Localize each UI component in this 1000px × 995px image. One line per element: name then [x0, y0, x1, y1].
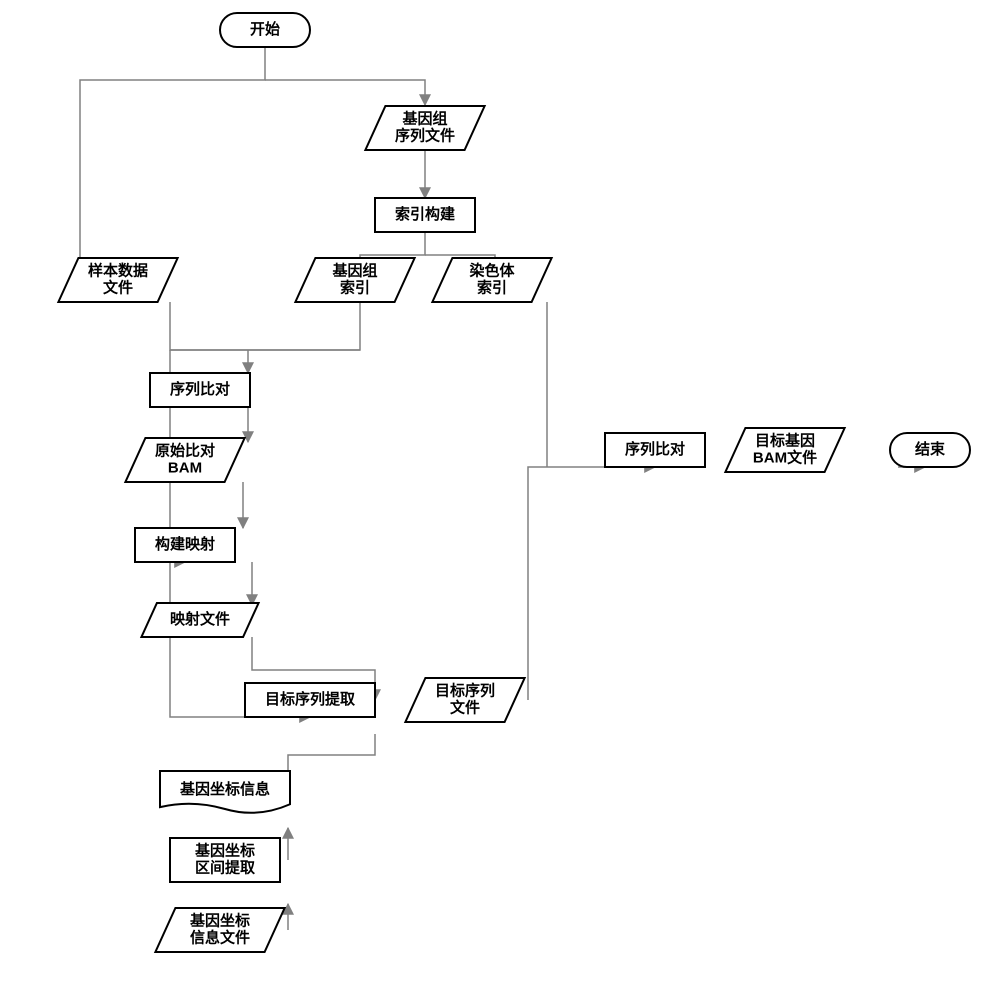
edge-6: [170, 302, 360, 350]
edge-15: [528, 467, 655, 700]
node-coord_file: 基因坐标信息文件: [155, 908, 284, 952]
node-index_build: 索引构建: [375, 198, 475, 232]
node-label: 映射文件: [170, 610, 230, 628]
node-label: 基因坐标: [194, 841, 255, 859]
node-genome_file: 基因组序列文件: [365, 106, 484, 150]
node-label: 序列比对: [625, 440, 685, 458]
node-gene_coord: 基因坐标信息: [160, 771, 290, 813]
node-start: 开始: [220, 13, 310, 47]
node-label: 原始比对: [155, 441, 215, 459]
node-label: 索引: [477, 279, 507, 297]
edge-1: [265, 80, 425, 105]
node-label: BAM: [168, 460, 202, 477]
edge-19: [288, 734, 375, 775]
node-target_bam: 目标基因BAM文件: [725, 428, 844, 472]
node-genome_idx: 基因组索引: [295, 258, 414, 302]
node-label: 结束: [915, 440, 946, 458]
node-sample_file: 样本数据文件: [58, 258, 177, 302]
node-label: 序列比对: [170, 380, 230, 398]
node-label: 区间提取: [195, 859, 256, 877]
node-label: 样本数据: [88, 261, 148, 279]
node-label: 染色体: [468, 261, 515, 279]
node-label: 索引构建: [395, 205, 456, 223]
node-label: 文件: [450, 699, 480, 717]
node-build_map: 构建映射: [135, 528, 235, 562]
node-coord_ext: 基因坐标区间提取: [170, 838, 280, 882]
node-label: BAM文件: [753, 449, 817, 467]
node-label: 开始: [250, 20, 280, 38]
node-target_file: 目标序列文件: [405, 678, 524, 722]
node-label: 基因组: [401, 109, 447, 127]
node-label: 目标序列提取: [265, 690, 356, 708]
node-label: 构建映射: [155, 535, 215, 553]
node-chrom_idx: 染色体索引: [432, 258, 551, 302]
node-target_ext: 目标序列提取: [245, 683, 375, 717]
node-label: 目标序列: [435, 681, 495, 699]
node-seq_align1: 序列比对: [150, 373, 250, 407]
node-map_file: 映射文件: [141, 603, 258, 637]
node-label: 目标基因: [755, 431, 815, 449]
node-label: 基因组: [331, 261, 377, 279]
node-label: 基因坐标信息: [179, 780, 270, 798]
node-seq_align2: 序列比对: [605, 433, 705, 467]
nodes-layer: 开始基因组序列文件索引构建基因组索引染色体索引样本数据文件序列比对原始比对BAM…: [58, 13, 970, 952]
node-label: 基因坐标: [189, 911, 250, 929]
edge-5: [170, 302, 360, 350]
node-label: 索引: [340, 279, 370, 297]
node-raw_bam: 原始比对BAM: [125, 438, 244, 482]
node-label: 文件: [103, 279, 133, 297]
node-label: 序列文件: [395, 127, 455, 145]
node-end: 结束: [890, 433, 970, 467]
node-label: 信息文件: [190, 929, 250, 947]
